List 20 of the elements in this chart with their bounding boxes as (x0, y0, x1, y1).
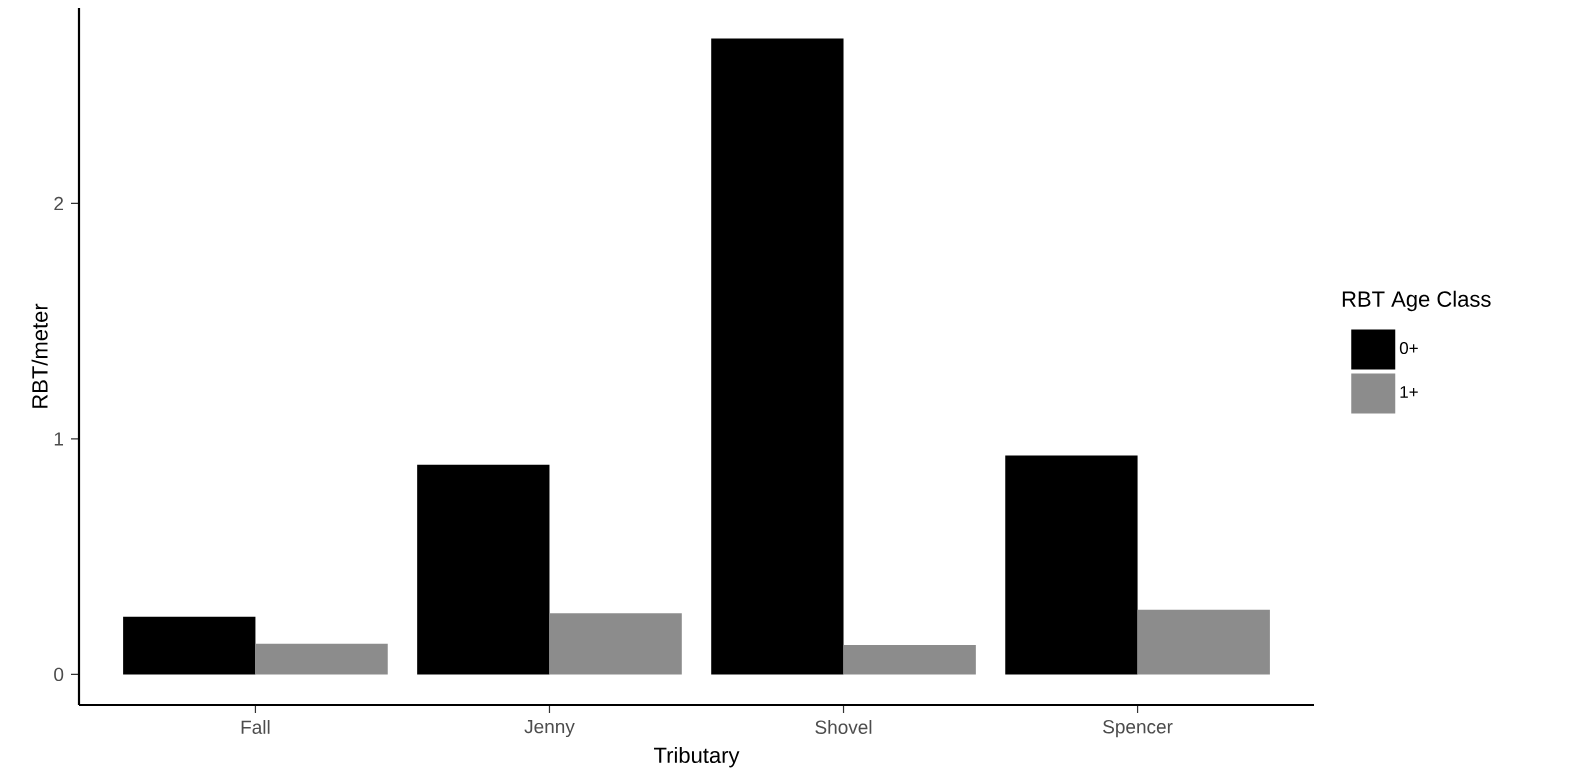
bar (843, 644, 976, 675)
bar (1137, 609, 1270, 675)
legend-title: RBT Age Class (1342, 290, 1491, 312)
y-tick-label: 2 (54, 196, 64, 211)
bar (549, 613, 682, 675)
legend-label: 1+ (1400, 386, 1418, 398)
legend-label: 0+ (1399, 342, 1418, 355)
y-axis-title: RBT/meter (31, 303, 48, 408)
x-tick-label: Spencer (1103, 720, 1173, 738)
bar (417, 464, 550, 675)
bar (255, 643, 388, 675)
bar (711, 38, 844, 675)
bar (1005, 455, 1138, 675)
y-tick-label: 0 (54, 667, 64, 682)
y-tick-label: 1 (54, 432, 64, 446)
x-axis-title: Tributary (654, 746, 740, 768)
x-tick-label: Jenny (524, 720, 575, 738)
x-tick-label: Shovel (815, 720, 872, 734)
x-tick-label: Fall (241, 720, 270, 734)
bar (123, 616, 256, 675)
